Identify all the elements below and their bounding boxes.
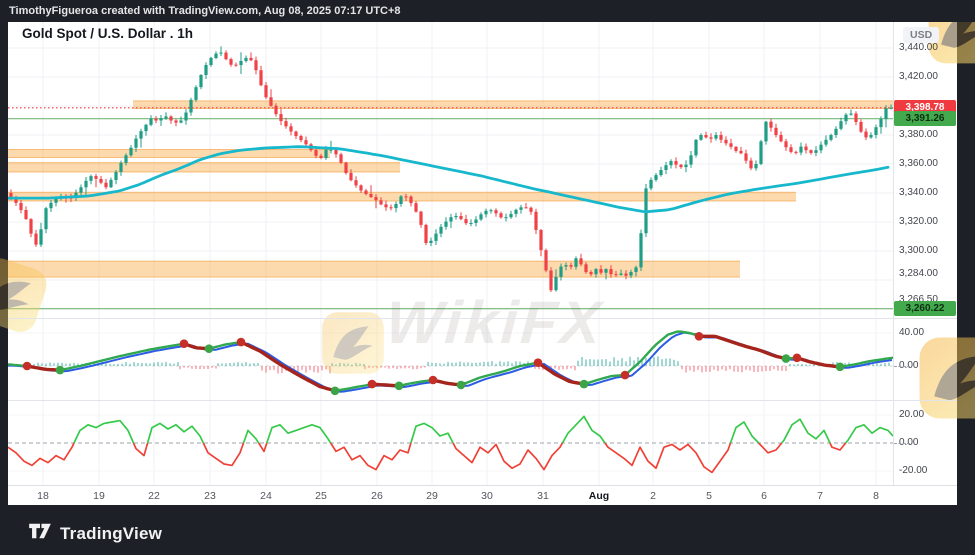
zero-line-dash: [894, 366, 910, 367]
price-axis-label: 3,380.00: [899, 129, 938, 140]
price-axis-label: 3,300.00: [899, 245, 938, 256]
currency-label: USD: [903, 27, 940, 43]
time-axis-label: 29: [426, 490, 438, 502]
zero-line-dash: [894, 443, 910, 444]
pane-separator[interactable]: [8, 318, 957, 319]
pane-separator[interactable]: [8, 400, 957, 401]
time-axis-label: 19: [93, 490, 105, 502]
time-axis-label: 6: [761, 490, 767, 502]
price-axis-label: 3,420.00: [899, 71, 938, 82]
indicator2-axis-label: 0.00: [899, 437, 919, 448]
header-bar: TimothyFigueroa created with TradingView…: [0, 0, 975, 22]
tradingview-brand[interactable]: TradingView: [27, 518, 162, 549]
indicator1-axis-label: 0.00: [899, 360, 919, 371]
time-axis-label: 24: [260, 490, 272, 502]
chart-plot-area[interactable]: [6, 22, 895, 490]
price-axis-label: 3,284.00: [899, 268, 938, 280]
price-badge: 3,391.26: [894, 111, 956, 127]
brand-text: TradingView: [60, 523, 163, 543]
time-axis-label: 23: [204, 490, 216, 502]
tradingview-logo-icon: [27, 518, 53, 549]
chart-background: [8, 22, 957, 505]
attribution-text: TimothyFigueroa created with TradingView…: [9, 5, 401, 17]
time-axis-label: 8: [873, 490, 879, 502]
wikifx-watermark-text: WikiFX: [383, 289, 606, 356]
time-axis-label: 26: [371, 490, 383, 502]
price-axis-label: 3,360.00: [899, 158, 938, 169]
indicator2-axis-label: 20.00: [899, 409, 925, 420]
footer-bar: TradingView: [0, 505, 975, 555]
time-axis[interactable]: 18 19 22 23 24 25 26 29 30 31 Aug 2 5 6 7 8: [8, 485, 957, 506]
price-axis-label: 3,340.00: [899, 187, 938, 198]
time-axis-label: 5: [706, 490, 712, 502]
price-axis-label: 3,320.00: [899, 216, 938, 227]
price-axis-border: [893, 22, 894, 485]
time-axis-label: 22: [148, 490, 160, 502]
time-axis-label: 31: [537, 490, 549, 502]
indicator2-axis-label: -20.00: [899, 465, 928, 476]
time-axis-label: 2: [650, 490, 656, 502]
time-axis-label: 30: [481, 490, 493, 502]
price-axis-label: 3,266.50: [899, 293, 938, 305]
time-axis-label: 18: [37, 490, 49, 502]
price-axis-label: 3,440.00: [899, 42, 938, 53]
time-axis-label: 25: [315, 490, 327, 502]
time-axis-label: 7: [817, 490, 823, 502]
symbol-title: Gold Spot / U.S. Dollar . 1h: [22, 26, 194, 41]
price-badge: 3,260.22: [894, 301, 956, 317]
time-axis-label: Aug: [588, 490, 610, 502]
indicator1-axis-label: 40.00: [899, 327, 925, 338]
